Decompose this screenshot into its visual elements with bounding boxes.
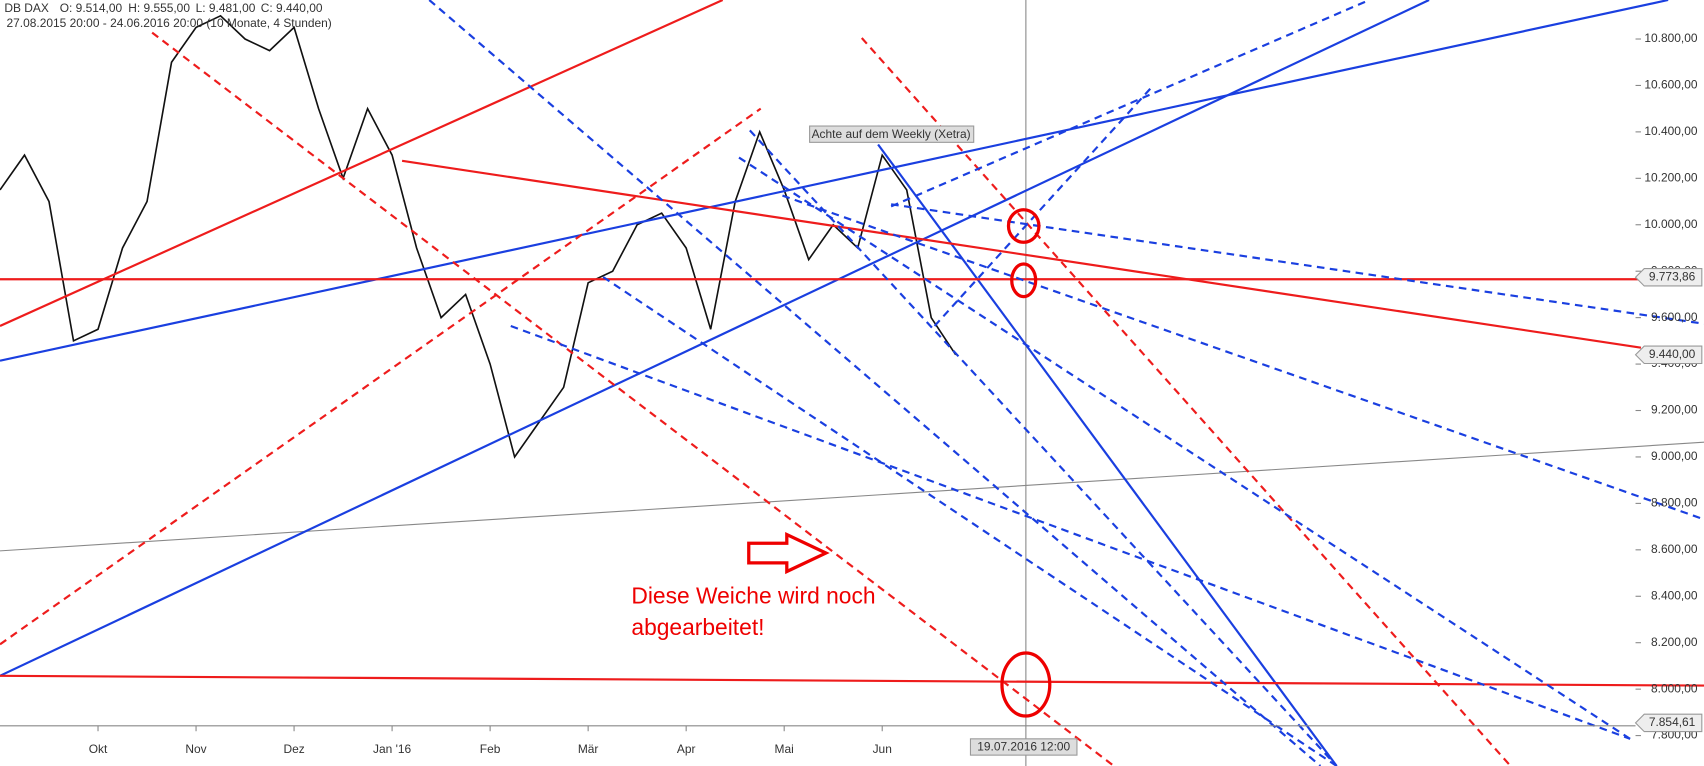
- trend-line: [428, 0, 1322, 766]
- y-tick-label: 8.200,00: [1651, 635, 1698, 649]
- price-marker-label: 9.440,00: [1649, 347, 1696, 361]
- trend-line: [860, 37, 1512, 766]
- note-box: [809, 125, 975, 143]
- x-tick-label: Jun: [873, 742, 892, 756]
- trend-line: [0, 0, 1669, 362]
- highlight-circle: [1000, 651, 1052, 718]
- x-tick-label: Mär: [578, 742, 599, 756]
- trend-line: [738, 156, 1631, 740]
- x-tick-label: Dez: [283, 742, 304, 756]
- y-tick-label: 8.600,00: [1651, 542, 1698, 556]
- x-tick-label: Apr: [677, 742, 696, 756]
- y-tick-label: 9.000,00: [1651, 449, 1698, 463]
- x-tick-label: Jan '16: [373, 742, 411, 756]
- comment: Diese Weiche wird noch: [631, 583, 875, 609]
- ohlc-label: H: 9.555,00: [128, 1, 190, 15]
- highlight-circle: [1010, 262, 1038, 299]
- trend-line: [602, 276, 1338, 766]
- y-tick-label: 9.200,00: [1651, 403, 1698, 417]
- x-tick-label: Nov: [185, 742, 206, 756]
- y-tick-label: 8.000,00: [1651, 681, 1698, 695]
- x-tick-label: Mai: [775, 742, 794, 756]
- trend-line: [782, 194, 1704, 521]
- trend-line: [0, 674, 1704, 687]
- price-marker-label: 7.854,61: [1649, 715, 1696, 729]
- note: Achte auf dem Weekly (Xetra): [812, 127, 971, 141]
- trend-line: [151, 31, 1115, 766]
- arrow: [747, 531, 830, 575]
- y-tick-label: 8.800,00: [1651, 496, 1698, 510]
- trend-line: [0, 441, 1704, 552]
- y-tick-label: 10.800,00: [1644, 31, 1697, 45]
- trend-line: [890, 203, 1704, 325]
- chart-subtitle: 27.08.2015 20:00 - 24.06.2016 20:00 (10 …: [7, 16, 332, 30]
- trend-line: [0, 0, 1430, 677]
- comment: abgearbeitet!: [631, 614, 764, 640]
- crosshair-date-box: [969, 738, 1078, 756]
- trend-line: [510, 324, 1631, 740]
- price-line: [0, 14, 957, 459]
- trend-line: [877, 143, 1338, 766]
- ohlc-label: L: 9.481,00: [196, 1, 256, 15]
- price-marker-label: 9.773,86: [1649, 269, 1696, 283]
- price-marker: [1634, 713, 1703, 733]
- trend-line: [749, 129, 1338, 766]
- price-marker: [1634, 268, 1703, 287]
- x-tick-label: Okt: [89, 742, 108, 756]
- y-tick-label: 8.400,00: [1651, 588, 1698, 602]
- price-marker: [1634, 345, 1703, 365]
- y-tick-label: 9.600,00: [1651, 310, 1698, 324]
- highlight-circle: [1006, 208, 1041, 244]
- crosshair-date: 19.07.2016 12:00: [977, 740, 1070, 754]
- ohlc-label: C: 9.440,00: [261, 1, 323, 15]
- plot-area: [0, 14, 957, 459]
- trend-line: [0, 107, 762, 646]
- y-tick-label: 10.000,00: [1644, 217, 1697, 231]
- y-tick-label: 10.400,00: [1644, 124, 1697, 138]
- trend-line: [401, 159, 1642, 349]
- x-tick-label: Feb: [480, 742, 501, 756]
- trend-line: [933, 86, 1153, 327]
- chart-title: DB DAX: [4, 1, 48, 15]
- ohlc-label: O: 9.514,00: [60, 1, 123, 15]
- trend-line: [890, 0, 1370, 208]
- y-tick-label: 10.600,00: [1644, 78, 1697, 92]
- y-tick-label: 10.200,00: [1644, 170, 1697, 184]
- trend-line: [0, 0, 724, 327]
